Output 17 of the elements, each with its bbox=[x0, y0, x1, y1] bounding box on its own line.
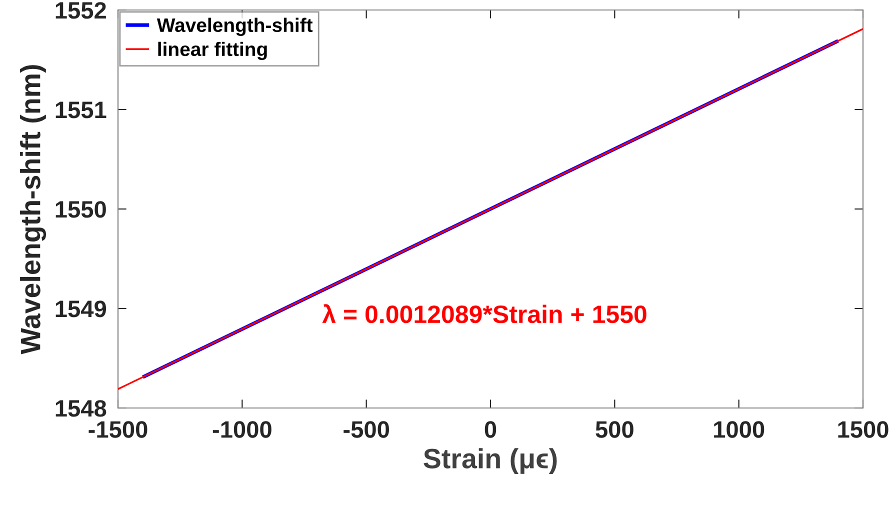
y-tick-label: 1550 bbox=[56, 201, 106, 218]
x-tick-label: -1500 bbox=[88, 421, 148, 438]
annotation: λ = 0.0012089*Strain + 1550 bbox=[322, 304, 646, 324]
x-tick-label: 0 bbox=[484, 421, 496, 438]
y-tick-label: 1552 bbox=[56, 2, 106, 19]
x-tick-label: 1000 bbox=[714, 421, 764, 438]
x-axis-title: Strain (μϵ) bbox=[424, 448, 557, 474]
legend-label: linear fitting bbox=[158, 42, 267, 60]
x-tick-label: -1000 bbox=[212, 421, 272, 438]
x-tick-label: 500 bbox=[596, 421, 634, 438]
x-tick-label: -500 bbox=[344, 421, 389, 438]
x-tick-label: 1500 bbox=[838, 421, 888, 438]
legend-label: Wavelength-shift bbox=[156, 18, 313, 36]
y-tick-label: 1551 bbox=[56, 102, 106, 118]
y-axis-title: Wavelength-shift (nm) bbox=[20, 65, 46, 354]
y-tick-label: 1549 bbox=[56, 300, 106, 318]
y-tick-label: 1548 bbox=[56, 400, 106, 417]
